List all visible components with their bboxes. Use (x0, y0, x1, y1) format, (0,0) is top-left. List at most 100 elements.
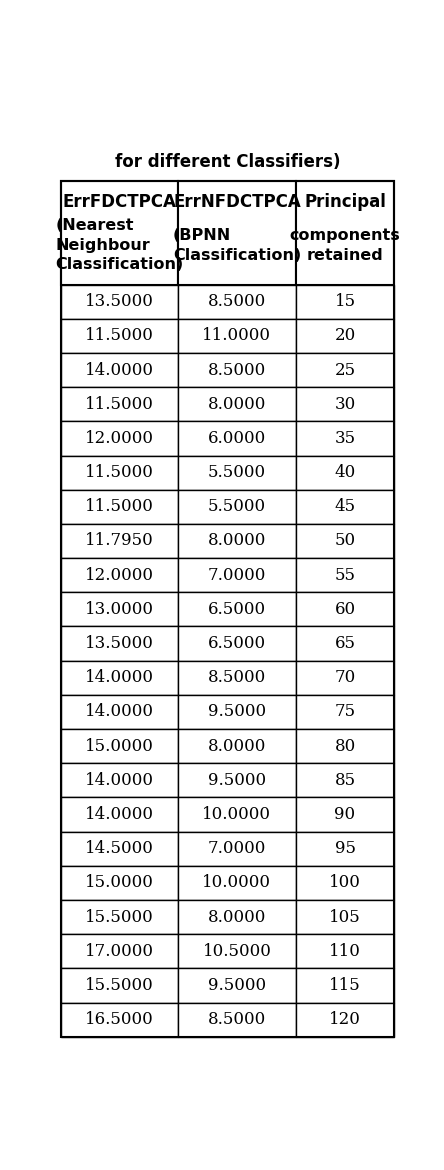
Bar (178, 969, 296, 1003)
Text: 14.5000: 14.5000 (85, 840, 154, 858)
Text: for different Classifiers): for different Classifiers) (115, 153, 340, 171)
Bar (61, 353, 178, 387)
Text: 120: 120 (329, 1011, 361, 1028)
Text: 8.5000: 8.5000 (208, 1011, 266, 1028)
Text: 7.0000: 7.0000 (208, 840, 266, 858)
Text: Principal: Principal (304, 193, 386, 211)
Bar (296, 592, 394, 626)
Bar (178, 181, 296, 284)
Text: (BPNN
Classification): (BPNN Classification) (173, 228, 301, 262)
Bar (61, 1003, 178, 1037)
Text: 9.5000: 9.5000 (208, 703, 266, 721)
Bar (178, 455, 296, 490)
Bar (178, 318, 296, 353)
Bar (178, 524, 296, 558)
Text: 6.0000: 6.0000 (208, 429, 266, 447)
Text: 35: 35 (334, 429, 356, 447)
Text: 65: 65 (334, 635, 356, 652)
Bar (296, 866, 394, 900)
Text: 13.5000: 13.5000 (85, 294, 154, 310)
Text: components
retained: components retained (289, 228, 400, 262)
Text: 55: 55 (334, 566, 356, 584)
Bar (178, 1003, 296, 1037)
Text: 14.0000: 14.0000 (85, 772, 154, 789)
Text: 14.0000: 14.0000 (85, 703, 154, 721)
Bar (178, 934, 296, 969)
Bar (61, 729, 178, 763)
Text: 8.5000: 8.5000 (208, 294, 266, 310)
Text: 17.0000: 17.0000 (85, 943, 154, 959)
Bar (61, 490, 178, 524)
Bar (296, 763, 394, 798)
Bar (178, 763, 296, 798)
Text: 15.0000: 15.0000 (85, 737, 154, 755)
Text: 95: 95 (334, 840, 356, 858)
Bar (178, 695, 296, 729)
Text: 60: 60 (334, 601, 356, 618)
Text: 6.5000: 6.5000 (208, 635, 266, 652)
Text: 80: 80 (334, 737, 356, 755)
Text: 100: 100 (329, 874, 361, 892)
Text: 14.0000: 14.0000 (85, 362, 154, 379)
Text: 16.5000: 16.5000 (85, 1011, 154, 1028)
Bar (61, 832, 178, 866)
Bar (296, 558, 394, 592)
Bar (61, 524, 178, 558)
Text: 40: 40 (334, 464, 356, 481)
Text: 6.5000: 6.5000 (208, 601, 266, 618)
Bar (178, 490, 296, 524)
Bar (296, 798, 394, 832)
Bar (178, 421, 296, 455)
Text: 10.0000: 10.0000 (202, 806, 271, 823)
Text: 8.0000: 8.0000 (208, 737, 266, 755)
Text: 11.5000: 11.5000 (85, 395, 154, 413)
Text: 8.0000: 8.0000 (208, 909, 266, 925)
Bar (61, 934, 178, 969)
Bar (296, 661, 394, 695)
Bar (296, 832, 394, 866)
Bar (61, 969, 178, 1003)
Text: 9.5000: 9.5000 (208, 772, 266, 789)
Bar (178, 353, 296, 387)
Text: 12.0000: 12.0000 (85, 429, 154, 447)
Bar (296, 181, 394, 284)
Bar (178, 284, 296, 318)
Text: 10.5000: 10.5000 (202, 943, 271, 959)
Bar (61, 181, 178, 284)
Text: 8.0000: 8.0000 (208, 395, 266, 413)
Bar (296, 934, 394, 969)
Text: ErrFDCTPCA: ErrFDCTPCA (63, 193, 176, 211)
Bar (296, 695, 394, 729)
Bar (296, 284, 394, 318)
Text: 11.5000: 11.5000 (85, 464, 154, 481)
Bar (61, 387, 178, 421)
Text: 30: 30 (334, 395, 356, 413)
Text: 15.5000: 15.5000 (85, 909, 154, 925)
Bar (296, 318, 394, 353)
Bar (296, 421, 394, 455)
Text: 115: 115 (329, 977, 361, 994)
Text: 90: 90 (334, 806, 356, 823)
Bar (61, 661, 178, 695)
Text: (Nearest
Neighbour
Classification): (Nearest Neighbour Classification) (56, 218, 183, 273)
Bar (296, 455, 394, 490)
Bar (178, 866, 296, 900)
Bar (296, 729, 394, 763)
Text: 14.0000: 14.0000 (85, 669, 154, 687)
Text: 105: 105 (329, 909, 361, 925)
Text: 12.0000: 12.0000 (85, 566, 154, 584)
Text: 110: 110 (329, 943, 361, 959)
Text: 15: 15 (334, 294, 356, 310)
Bar (296, 353, 394, 387)
Bar (178, 661, 296, 695)
Text: 7.0000: 7.0000 (208, 566, 266, 584)
Bar (178, 798, 296, 832)
Bar (61, 592, 178, 626)
Bar (61, 866, 178, 900)
Bar (296, 626, 394, 661)
Text: 8.5000: 8.5000 (208, 669, 266, 687)
Text: 15.0000: 15.0000 (85, 874, 154, 892)
Bar (178, 387, 296, 421)
Bar (178, 626, 296, 661)
Text: 5.5000: 5.5000 (208, 498, 266, 515)
